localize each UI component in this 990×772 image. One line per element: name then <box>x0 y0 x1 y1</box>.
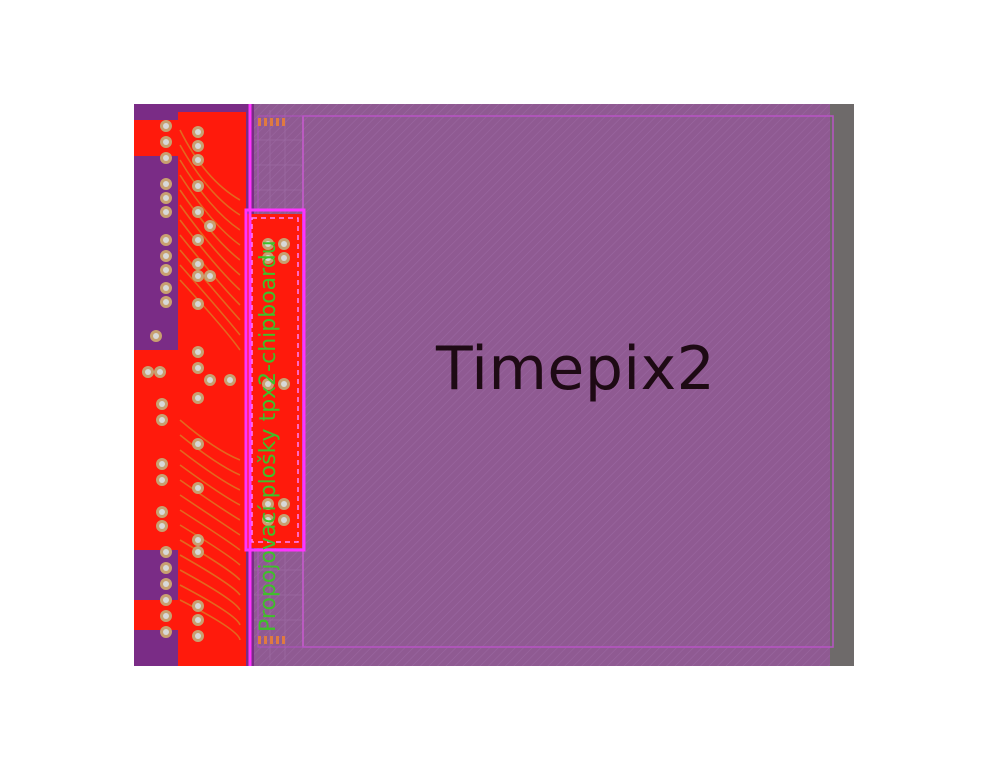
via-hole <box>159 461 165 467</box>
via-hole <box>163 629 169 635</box>
via-hole <box>195 349 201 355</box>
via-hole <box>195 537 201 543</box>
via-hole <box>163 267 169 273</box>
via-hole <box>163 237 169 243</box>
via-hole <box>159 417 165 423</box>
via-hole <box>163 285 169 291</box>
via-hole <box>145 369 151 375</box>
via-hole <box>163 209 169 215</box>
via-hole <box>153 333 159 339</box>
via-hole <box>163 565 169 571</box>
via-hole <box>195 261 201 267</box>
via-hole <box>163 123 169 129</box>
board-frame-strip <box>828 104 854 666</box>
via-hole <box>163 549 169 555</box>
via-hole <box>265 517 271 523</box>
via-hole <box>281 255 287 261</box>
via-hole <box>195 301 201 307</box>
via-hole <box>163 139 169 145</box>
via-hole <box>195 365 201 371</box>
via-hole <box>195 617 201 623</box>
via-hole <box>159 477 165 483</box>
via-hole <box>281 381 287 387</box>
via-hole <box>159 509 165 515</box>
via-hole <box>195 273 201 279</box>
timepix2-chip-area <box>248 104 830 666</box>
via-array <box>142 120 290 642</box>
via-hole <box>195 633 201 639</box>
top-connector-stripes <box>258 118 285 644</box>
via-hole <box>265 501 271 507</box>
via-hole <box>265 381 271 387</box>
via-hole <box>159 401 165 407</box>
pad-strip-dash <box>251 217 299 543</box>
via-hole <box>195 549 201 555</box>
via-hole <box>163 181 169 187</box>
via-hole <box>163 253 169 259</box>
via-hole <box>163 155 169 161</box>
trace-bundle <box>179 129 241 641</box>
via-hole <box>281 241 287 247</box>
via-hole <box>157 369 163 375</box>
via-hole <box>195 209 201 215</box>
via-hole <box>163 613 169 619</box>
via-hole <box>163 581 169 587</box>
via-hole <box>163 195 169 201</box>
via-hole <box>195 237 201 243</box>
pad-strip-outline <box>244 208 306 552</box>
via-hole <box>265 255 271 261</box>
via-hole <box>207 223 213 229</box>
via-hole <box>195 157 201 163</box>
via-hole <box>195 395 201 401</box>
via-hole <box>195 143 201 149</box>
via-hole <box>227 377 233 383</box>
via-hole <box>195 485 201 491</box>
via-hole <box>195 183 201 189</box>
via-hole <box>163 597 169 603</box>
chip-name-label: Timepix2 <box>436 334 716 404</box>
via-hole <box>207 377 213 383</box>
via-hole <box>207 273 213 279</box>
via-hole <box>195 129 201 135</box>
via-hole <box>195 441 201 447</box>
pad-description-label: Propojovací plošky tpx2-chipboardu <box>256 240 281 632</box>
via-hole <box>159 523 165 529</box>
via-hole <box>281 517 287 523</box>
via-hole <box>265 241 271 247</box>
via-hole <box>195 603 201 609</box>
via-hole <box>163 299 169 305</box>
via-hole <box>281 501 287 507</box>
